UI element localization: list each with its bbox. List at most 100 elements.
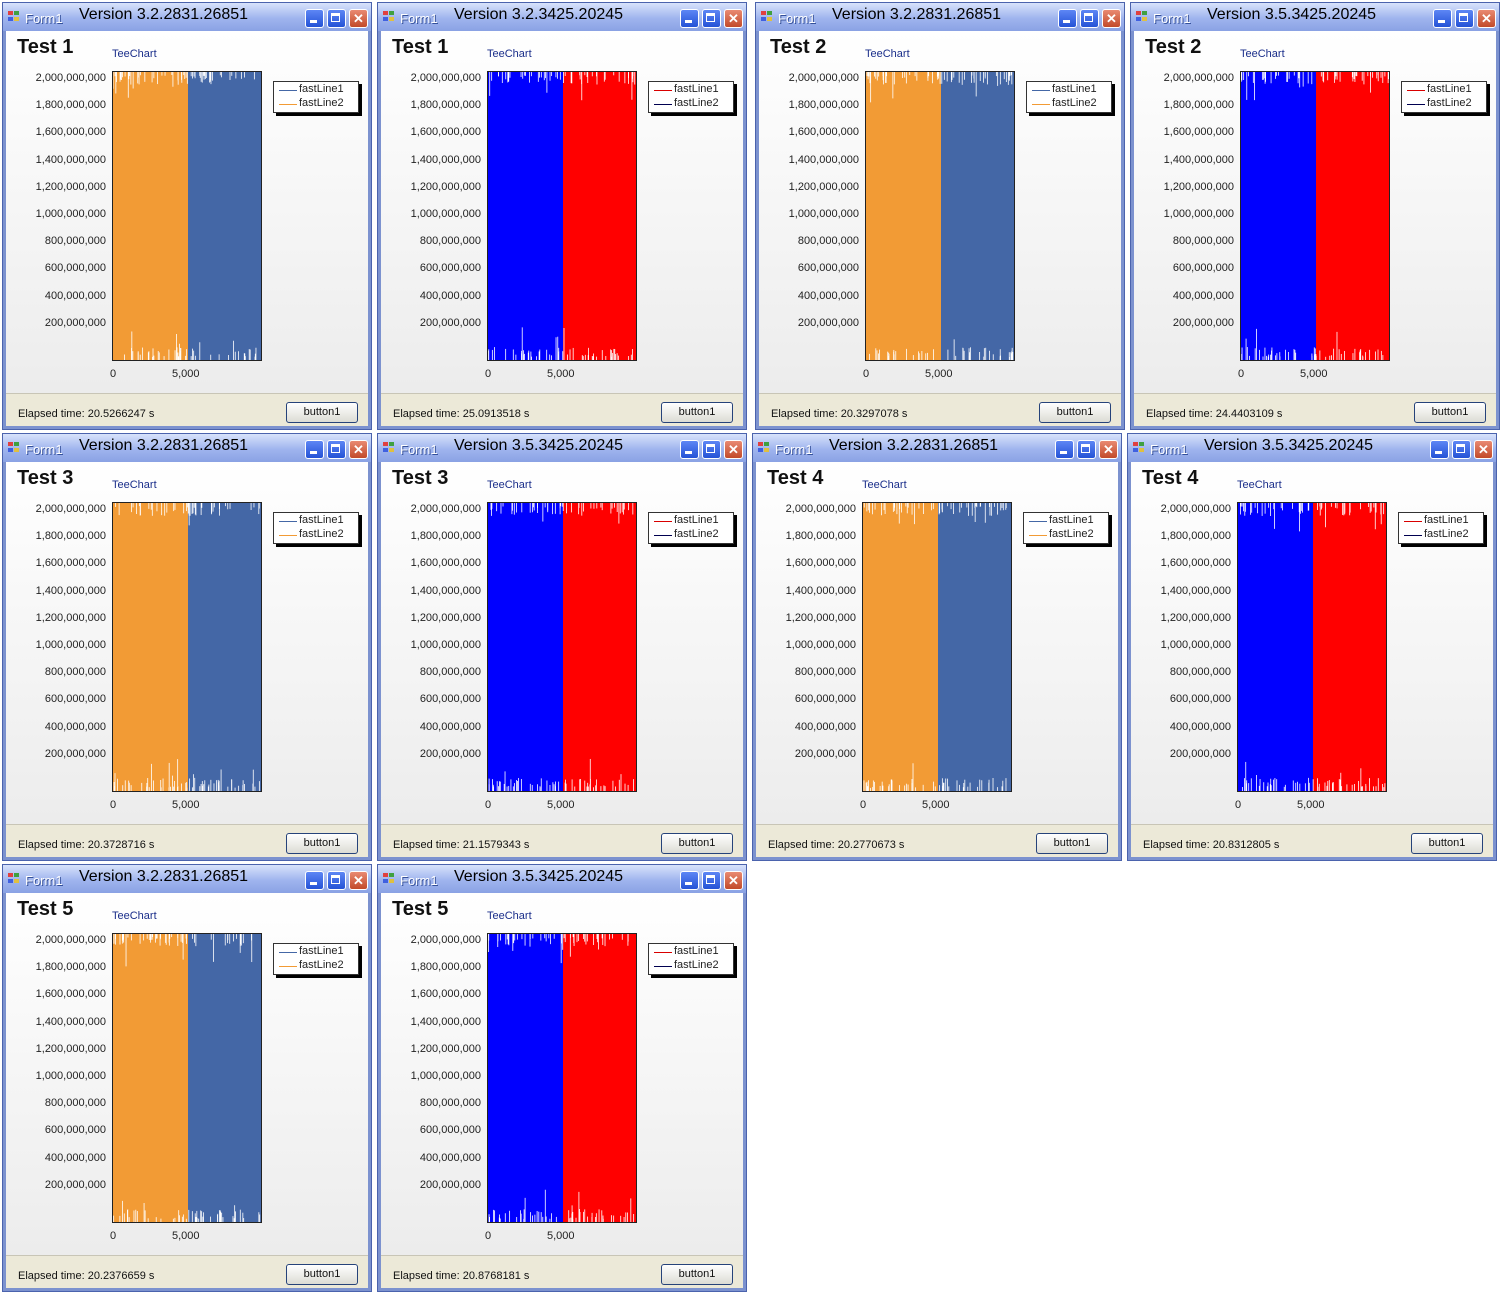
maximize-button[interactable] <box>702 9 721 28</box>
minimize-button[interactable] <box>680 9 699 28</box>
maximize-button[interactable] <box>327 9 346 28</box>
x-tick-label: 5,000 <box>547 799 575 811</box>
teechart-chart[interactable]: Test 1 TeeChart 2,000,000,000 1,800,000,0… <box>381 31 743 393</box>
button1[interactable]: button1 <box>1036 833 1108 854</box>
button1[interactable]: button1 <box>286 402 358 423</box>
y-tick-label: 2,000,000,000 <box>410 503 481 515</box>
title-bar[interactable]: Form1 Version 3.5.3425.20245 <box>1128 434 1496 462</box>
close-button[interactable] <box>724 871 743 890</box>
teechart-chart[interactable]: Test 1 TeeChart 2,000,000,000 1,800,000,0… <box>6 31 368 393</box>
button1[interactable]: button1 <box>1039 402 1111 423</box>
teechart-chart[interactable]: Test 3 TeeChart 2,000,000,000 1,800,000,0… <box>381 462 743 824</box>
button1[interactable]: button1 <box>661 833 733 854</box>
x-tick-label: 5,000 <box>172 799 200 811</box>
y-tick-label: 600,000,000 <box>44 1124 106 1137</box>
maximize-button[interactable] <box>327 871 346 890</box>
minimize-button[interactable] <box>1055 440 1074 459</box>
minimize-button[interactable] <box>305 9 324 28</box>
chart-legend: fastLine1 fastLine2 <box>273 512 359 544</box>
title-bar[interactable]: Form1 Version 3.2.2831.26851 <box>3 865 371 893</box>
teechart-chart[interactable]: Test 5 TeeChart 2,000,000,000 1,800,000,0… <box>6 893 368 1255</box>
elapsed-time-label: Elapsed time: 21.1579343 s <box>393 839 530 851</box>
elapsed-time-label: Elapsed time: 20.8768181 s <box>393 1270 530 1282</box>
status-footer: Elapsed time: 20.2770673 s button1 <box>756 824 1118 857</box>
x-tick-label: 0 <box>863 368 870 380</box>
teechart-label: TeeChart <box>487 479 532 491</box>
client-area: Test 2 TeeChart 2,000,000,000 1,800,000,0… <box>1134 31 1496 426</box>
maximize-button[interactable] <box>1455 9 1474 28</box>
button1[interactable]: button1 <box>661 402 733 423</box>
y-tick-label: 200,000,000 <box>44 316 106 329</box>
close-button[interactable] <box>1474 440 1493 459</box>
window-caption: Form1 <box>400 11 438 26</box>
maximize-button[interactable] <box>702 440 721 459</box>
title-bar[interactable]: Form1 Version 3.5.3425.20245 <box>1131 3 1499 31</box>
button1[interactable]: button1 <box>286 1264 358 1285</box>
close-button[interactable] <box>1099 440 1118 459</box>
title-bar[interactable]: Form1 Version 3.2.3425.20245 <box>378 3 746 31</box>
maximize-button[interactable] <box>1080 9 1099 28</box>
close-button[interactable] <box>724 9 743 28</box>
teechart-chart[interactable]: Test 2 TeeChart 2,000,000,000 1,800,000,0… <box>759 31 1121 393</box>
minimize-button[interactable] <box>1430 440 1449 459</box>
teechart-chart[interactable]: Test 2 TeeChart 2,000,000,000 1,800,000,0… <box>1134 31 1496 393</box>
close-button[interactable] <box>724 440 743 459</box>
legend-line-swatch <box>279 535 297 536</box>
minimize-button[interactable] <box>1433 9 1452 28</box>
window-caption: Form1 <box>778 11 816 26</box>
window-title: Version 3.2.2831.26851 <box>79 868 249 885</box>
button1[interactable]: button1 <box>661 1264 733 1285</box>
y-tick-label: 1,800,000,000 <box>410 530 481 543</box>
button1[interactable]: button1 <box>286 833 358 854</box>
y-tick-label: 1,800,000,000 <box>788 99 859 112</box>
maximize-button[interactable] <box>327 440 346 459</box>
series-fastline2-band <box>1241 72 1316 360</box>
teechart-chart[interactable]: Test 4 TeeChart 2,000,000,000 1,800,000,0… <box>756 462 1118 824</box>
maximize-button[interactable] <box>1452 440 1471 459</box>
y-tick-label: 400,000,000 <box>419 1151 481 1164</box>
x-tick-label: 5,000 <box>1297 799 1325 811</box>
teechart-chart[interactable]: Test 4 TeeChart 2,000,000,000 1,800,000,0… <box>1131 462 1493 824</box>
legend-line-swatch <box>654 966 672 967</box>
legend-line-swatch <box>654 535 672 536</box>
plot-area <box>865 71 1015 361</box>
elapsed-time-label: Elapsed time: 20.3297078 s <box>771 408 908 420</box>
title-bar[interactable]: Form1 Version 3.2.2831.26851 <box>756 3 1124 31</box>
y-tick-label: 2,000,000,000 <box>1163 72 1234 84</box>
legend-label: fastLine1 <box>674 514 719 526</box>
chart-title: Test 1 <box>17 36 74 58</box>
teechart-chart[interactable]: Test 3 TeeChart 2,000,000,000 1,800,000,0… <box>6 462 368 824</box>
title-bar[interactable]: Form1 Version 3.5.3425.20245 <box>378 865 746 893</box>
button1[interactable]: button1 <box>1411 833 1483 854</box>
y-tick-label: 1,200,000,000 <box>785 611 856 624</box>
close-button[interactable] <box>1477 9 1496 28</box>
close-button[interactable] <box>349 9 368 28</box>
y-tick-label: 1,800,000,000 <box>35 530 106 543</box>
maximize-button[interactable] <box>702 871 721 890</box>
minimize-button[interactable] <box>305 871 324 890</box>
chart-title: Test 4 <box>1142 467 1199 489</box>
title-bar[interactable]: Form1 Version 3.5.3425.20245 <box>378 434 746 462</box>
close-button[interactable] <box>349 871 368 890</box>
close-button[interactable] <box>1102 9 1121 28</box>
maximize-button[interactable] <box>1077 440 1096 459</box>
title-bar[interactable]: Form1 Version 3.2.2831.26851 <box>3 434 371 462</box>
title-bar[interactable]: Form1 Version 3.2.2831.26851 <box>3 3 371 31</box>
minimize-button[interactable] <box>680 440 699 459</box>
teechart-chart[interactable]: Test 5 TeeChart 2,000,000,000 1,800,000,0… <box>381 893 743 1255</box>
series-fastline1-band <box>188 72 261 360</box>
title-bar[interactable]: Form1 Version 3.2.2831.26851 <box>753 434 1121 462</box>
minimize-button[interactable] <box>305 440 324 459</box>
app-icon <box>761 11 773 22</box>
x-tick-label: 0 <box>110 368 117 380</box>
series-fastline1-band <box>1316 72 1389 360</box>
client-area: Test 5 TeeChart 2,000,000,000 1,800,000,0… <box>6 893 368 1288</box>
series-fastline1-band <box>563 503 636 791</box>
minimize-button[interactable] <box>680 871 699 890</box>
button1[interactable]: button1 <box>1414 402 1486 423</box>
x-tick-label: 5,000 <box>925 368 953 380</box>
close-button[interactable] <box>349 440 368 459</box>
legend-label: fastLine1 <box>674 945 719 957</box>
minimize-button[interactable] <box>1058 9 1077 28</box>
y-tick-label: 1,200,000,000 <box>1160 611 1231 624</box>
